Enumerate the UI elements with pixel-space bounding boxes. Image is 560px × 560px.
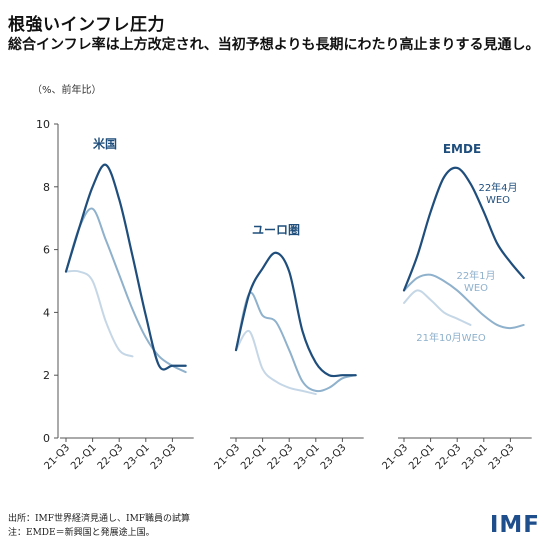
series-line-oct21	[65, 269, 134, 358]
x-tick-label: 21-Q3	[212, 442, 242, 472]
y-tick-label: 0	[43, 432, 50, 445]
chart-subtitle: 総合インフレ率は上方改定され、当初予想よりも長期にわたり高止まりする見通し。	[8, 37, 540, 53]
x-tick-label: 23-Q1	[122, 442, 152, 472]
y-tick-label: 10	[36, 118, 50, 131]
definition-note: 注：EMDE＝新興国と発展途上国。	[8, 528, 155, 538]
x-tick-label: 22-Q3	[434, 442, 464, 472]
series-line-oct21	[403, 289, 472, 326]
series-line-apr22	[402, 166, 525, 292]
y-tick-label: 4	[43, 306, 50, 319]
series-line-jan22	[403, 273, 525, 330]
y-tick-label: 6	[43, 244, 50, 257]
x-tick-label: 21-Q3	[42, 442, 72, 472]
source-note: 出所：IMF世界経済見通し、IMF職員の試算	[8, 514, 191, 524]
series-line-apr22	[234, 251, 357, 378]
x-tick-label: 21-Q3	[380, 442, 410, 472]
y-tick-label: 2	[43, 369, 50, 382]
x-tick-label: 22-Q1	[239, 442, 269, 472]
unit-label: （%、前年比）	[32, 85, 102, 96]
series-line-jan22	[65, 207, 187, 374]
x-tick-label: 23-Q3	[149, 442, 179, 472]
series-label-apr22: 22年4月 WEO	[478, 181, 517, 206]
series-label-jan22: 22年1月 WEO	[456, 269, 495, 294]
x-tick-label: 23-Q1	[292, 442, 322, 472]
x-tick-label: 23-Q3	[319, 442, 349, 472]
series-line-apr22	[64, 163, 187, 371]
x-tick-label: 22-Q3	[96, 442, 126, 472]
footer: 出所：IMF世界経済見通し、IMF職員の試算 注：EMDE＝新興国と発展途上国。	[8, 512, 190, 540]
panel-label: EMDE	[443, 142, 481, 156]
imf-logo: IMF	[489, 512, 540, 538]
inflation-chart: 024681021-Q322-Q122-Q323-Q123-Q3米国21-Q32…	[36, 118, 532, 472]
series-line-jan22	[235, 291, 357, 393]
x-tick-label: 22-Q1	[407, 442, 437, 472]
x-tick-label: 23-Q1	[460, 442, 490, 472]
y-tick-label: 8	[43, 181, 50, 194]
x-tick-label: 22-Q3	[266, 442, 296, 472]
series-label-oct21: 21年10月WEO	[416, 331, 486, 344]
panel-label: 米国	[93, 136, 117, 151]
series-line-oct21	[235, 330, 317, 396]
panel-label: ユーロ圏	[252, 223, 300, 237]
x-tick-label: 22-Q1	[69, 442, 99, 472]
x-tick-label: 23-Q3	[487, 442, 517, 472]
chart-title: 根強いインフレ圧力	[8, 15, 165, 35]
